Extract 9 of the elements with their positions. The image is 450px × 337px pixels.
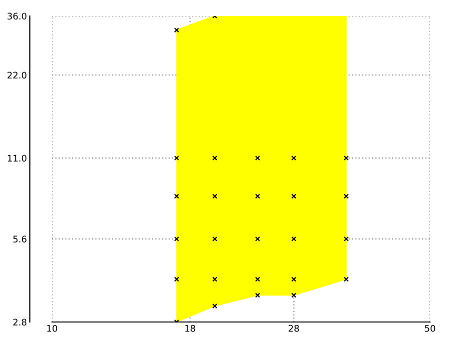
y-tick-label: 2.8 <box>13 318 26 326</box>
y-tick-label: 5.6 <box>13 236 26 243</box>
x-tick-label: 50 <box>424 324 436 332</box>
x-tick-label: 18 <box>185 324 196 332</box>
y-tick-label: 36.0 <box>8 12 26 20</box>
x-tick-label: 10 <box>47 324 58 332</box>
y-tick-label: 11.0 <box>8 154 26 162</box>
x-tick-label: 28 <box>288 324 299 332</box>
y-tick-label: 22.0 <box>8 72 26 79</box>
